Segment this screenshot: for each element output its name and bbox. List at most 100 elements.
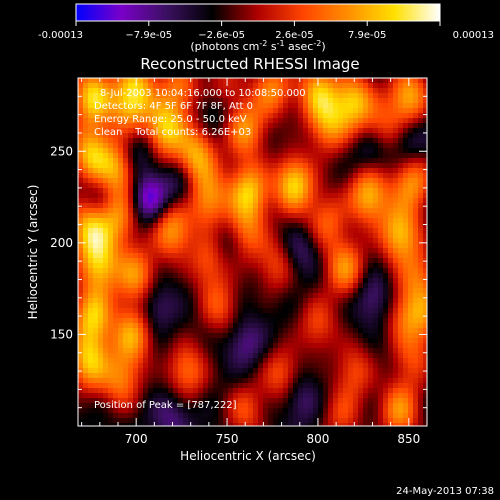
heatmap-cell <box>203 373 208 378</box>
heatmap-cell <box>403 338 408 343</box>
heatmap-cell <box>78 153 83 158</box>
heatmap-cell <box>423 233 427 238</box>
heatmap-cell <box>403 183 408 188</box>
heatmap-cell <box>143 398 148 403</box>
heatmap-cell <box>198 203 203 208</box>
heatmap-cell <box>238 83 243 88</box>
heatmap-cell <box>318 368 323 373</box>
heatmap-cell <box>78 108 83 113</box>
heatmap-cell <box>163 323 168 328</box>
heatmap-cell <box>158 413 163 418</box>
heatmap-cell <box>373 183 378 188</box>
heatmap-cell <box>363 163 368 168</box>
heatmap-cell <box>238 268 243 273</box>
heatmap-cell <box>383 203 388 208</box>
heatmap-cell <box>283 298 288 303</box>
heatmap-cell <box>168 103 173 108</box>
heatmap-cell <box>403 358 408 363</box>
heatmap-cell <box>343 123 348 128</box>
heatmap-cell <box>313 158 318 163</box>
heatmap-cell <box>133 343 138 348</box>
heatmap-cell <box>338 358 343 363</box>
heatmap-cell <box>243 293 248 298</box>
heatmap-cell <box>188 413 193 418</box>
heatmap-cell <box>413 398 418 403</box>
heatmap-cell <box>353 168 358 173</box>
heatmap-cell <box>113 248 118 253</box>
heatmap-cell <box>298 153 303 158</box>
heatmap-cell <box>403 303 408 308</box>
heatmap-cell <box>348 148 353 153</box>
heatmap-cell <box>173 318 178 323</box>
heatmap-cell <box>263 223 268 228</box>
heatmap-cell <box>148 328 153 333</box>
heatmap-cell <box>208 368 213 373</box>
heatmap-cell <box>103 158 108 163</box>
heatmap-cell <box>423 253 427 258</box>
heatmap-cell <box>383 158 388 163</box>
heatmap-cell <box>183 78 188 83</box>
heatmap-cell <box>268 228 273 233</box>
heatmap-cell <box>88 183 93 188</box>
heatmap-cell <box>378 188 383 193</box>
heatmap-cell <box>203 293 208 298</box>
heatmap-cell <box>353 298 358 303</box>
heatmap-cell <box>383 388 388 393</box>
heatmap-cell <box>168 208 173 213</box>
heatmap-cell <box>338 363 343 368</box>
heatmap-cell <box>368 98 373 103</box>
heatmap-cell <box>268 223 273 228</box>
heatmap-cell <box>403 118 408 123</box>
heatmap-cell <box>173 408 178 413</box>
heatmap-cell <box>173 78 178 83</box>
heatmap-cell <box>83 188 88 193</box>
heatmap-cell <box>238 348 243 353</box>
heatmap-cell <box>283 88 288 93</box>
heatmap-cell <box>208 203 213 208</box>
heatmap-cell <box>338 203 343 208</box>
heatmap-cell <box>243 138 248 143</box>
heatmap-cell <box>198 418 203 423</box>
heatmap-cell <box>413 413 418 418</box>
heatmap-cell <box>288 288 293 293</box>
heatmap-cell <box>98 333 103 338</box>
heatmap-cell <box>343 403 348 408</box>
heatmap-cell <box>178 138 183 143</box>
heatmap-cell <box>328 323 333 328</box>
heatmap-cell <box>88 398 93 403</box>
heatmap-cell <box>133 288 138 293</box>
heatmap-cell <box>218 238 223 243</box>
heatmap-cell <box>423 298 427 303</box>
heatmap-cell <box>373 88 378 93</box>
heatmap-cell <box>323 258 328 263</box>
heatmap-cell <box>163 248 168 253</box>
heatmap-cell <box>93 328 98 333</box>
heatmap-cell <box>423 373 427 378</box>
heatmap-cell <box>338 253 343 258</box>
heatmap-cell <box>383 323 388 328</box>
heatmap-cell <box>93 273 98 278</box>
heatmap-cell <box>158 123 163 128</box>
heatmap-cell <box>333 293 338 298</box>
heatmap-cell <box>348 193 353 198</box>
heatmap-cell <box>198 318 203 323</box>
heatmap-cell <box>153 358 158 363</box>
heatmap-cell <box>243 208 248 213</box>
heatmap-cell <box>228 318 233 323</box>
heatmap-cell <box>218 208 223 213</box>
heatmap-cell <box>198 378 203 383</box>
heatmap-cell <box>423 313 427 318</box>
heatmap-cell <box>348 403 353 408</box>
heatmap-cell <box>203 403 208 408</box>
heatmap-cell <box>423 268 427 273</box>
heatmap-cell <box>213 198 218 203</box>
heatmap-cell <box>283 123 288 128</box>
heatmap-cell <box>198 383 203 388</box>
heatmap-cell <box>123 173 128 178</box>
heatmap-cell <box>283 118 288 123</box>
heatmap-cell <box>293 248 298 253</box>
heatmap-cell <box>278 78 283 83</box>
heatmap-cell <box>358 223 363 228</box>
heatmap-cell <box>213 263 218 268</box>
heatmap-cell <box>218 193 223 198</box>
